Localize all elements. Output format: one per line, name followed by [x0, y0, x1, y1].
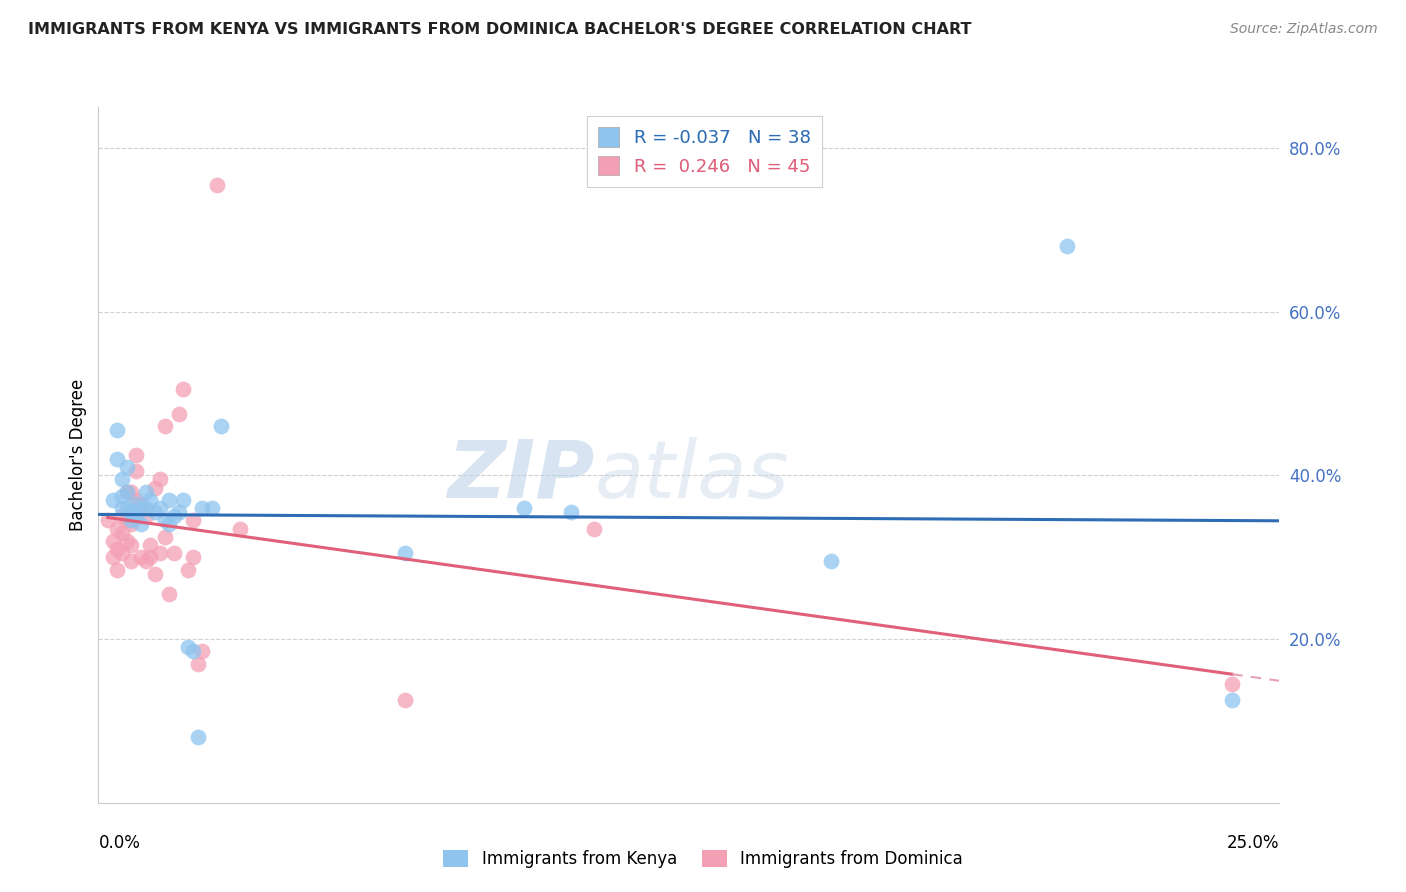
Point	[121, 513, 143, 527]
Point	[135, 554, 157, 568]
Text: IMMIGRANTS FROM KENYA VS IMMIGRANTS FROM DOMINICA BACHELOR'S DEGREE CORRELATION : IMMIGRANTS FROM KENYA VS IMMIGRANTS FROM…	[28, 22, 972, 37]
Text: Source: ZipAtlas.com: Source: ZipAtlas.com	[1230, 22, 1378, 37]
Point	[105, 542, 128, 557]
Point	[115, 533, 138, 548]
Point	[111, 509, 134, 524]
Point	[143, 566, 166, 581]
Point	[820, 554, 842, 568]
Point	[1056, 239, 1078, 253]
Point	[111, 546, 134, 560]
Point	[153, 419, 176, 434]
Point	[135, 509, 157, 524]
Point	[191, 501, 214, 516]
Point	[153, 530, 176, 544]
Point	[111, 501, 134, 516]
Point	[143, 481, 166, 495]
Point	[149, 501, 172, 516]
Point	[115, 484, 138, 499]
Point	[177, 562, 200, 576]
Text: ZIP: ZIP	[447, 437, 595, 515]
Point	[149, 473, 172, 487]
Point	[157, 587, 180, 601]
Point	[149, 546, 172, 560]
Point	[101, 492, 124, 507]
Point	[125, 448, 148, 462]
Point	[394, 546, 416, 560]
Y-axis label: Bachelor's Degree: Bachelor's Degree	[69, 379, 87, 531]
Point	[111, 489, 134, 503]
Text: 0.0%: 0.0%	[98, 834, 141, 852]
Point	[121, 538, 143, 552]
Point	[167, 407, 190, 421]
Point	[135, 501, 157, 516]
Point	[125, 509, 148, 524]
Legend: R = -0.037   N = 38, R =  0.246   N = 45: R = -0.037 N = 38, R = 0.246 N = 45	[586, 116, 821, 186]
Point	[121, 517, 143, 532]
Point	[101, 550, 124, 565]
Point	[187, 657, 209, 671]
Point	[157, 492, 180, 507]
Point	[125, 492, 148, 507]
Point	[512, 501, 534, 516]
Point	[129, 517, 152, 532]
Point	[135, 484, 157, 499]
Point	[153, 513, 176, 527]
Point	[201, 501, 224, 516]
Point	[125, 497, 148, 511]
Point	[121, 505, 143, 519]
Point	[97, 513, 120, 527]
Legend: Immigrants from Kenya, Immigrants from Dominica: Immigrants from Kenya, Immigrants from D…	[436, 843, 970, 875]
Point	[583, 522, 606, 536]
Point	[163, 546, 186, 560]
Point	[115, 484, 138, 499]
Point	[129, 497, 152, 511]
Point	[139, 492, 162, 507]
Point	[121, 554, 143, 568]
Point	[181, 644, 204, 658]
Text: atlas: atlas	[595, 437, 789, 515]
Point	[157, 517, 180, 532]
Point	[105, 562, 128, 576]
Point	[187, 731, 209, 745]
Point	[181, 550, 204, 565]
Point	[163, 509, 186, 524]
Point	[129, 550, 152, 565]
Point	[143, 505, 166, 519]
Point	[172, 383, 194, 397]
Point	[121, 484, 143, 499]
Point	[209, 419, 232, 434]
Point	[105, 423, 128, 437]
Point	[139, 538, 162, 552]
Point	[115, 501, 138, 516]
Text: 25.0%: 25.0%	[1227, 834, 1279, 852]
Point	[115, 460, 138, 475]
Point	[129, 501, 152, 516]
Point	[167, 505, 190, 519]
Point	[115, 513, 138, 527]
Point	[125, 464, 148, 478]
Point	[105, 452, 128, 467]
Point	[139, 550, 162, 565]
Point	[181, 513, 204, 527]
Point	[177, 640, 200, 655]
Point	[1220, 693, 1243, 707]
Point	[1220, 677, 1243, 691]
Point	[111, 473, 134, 487]
Point	[111, 525, 134, 540]
Point	[229, 522, 252, 536]
Point	[101, 533, 124, 548]
Point	[394, 693, 416, 707]
Point	[191, 644, 214, 658]
Point	[560, 505, 582, 519]
Point	[172, 492, 194, 507]
Point	[105, 522, 128, 536]
Point	[205, 178, 228, 192]
